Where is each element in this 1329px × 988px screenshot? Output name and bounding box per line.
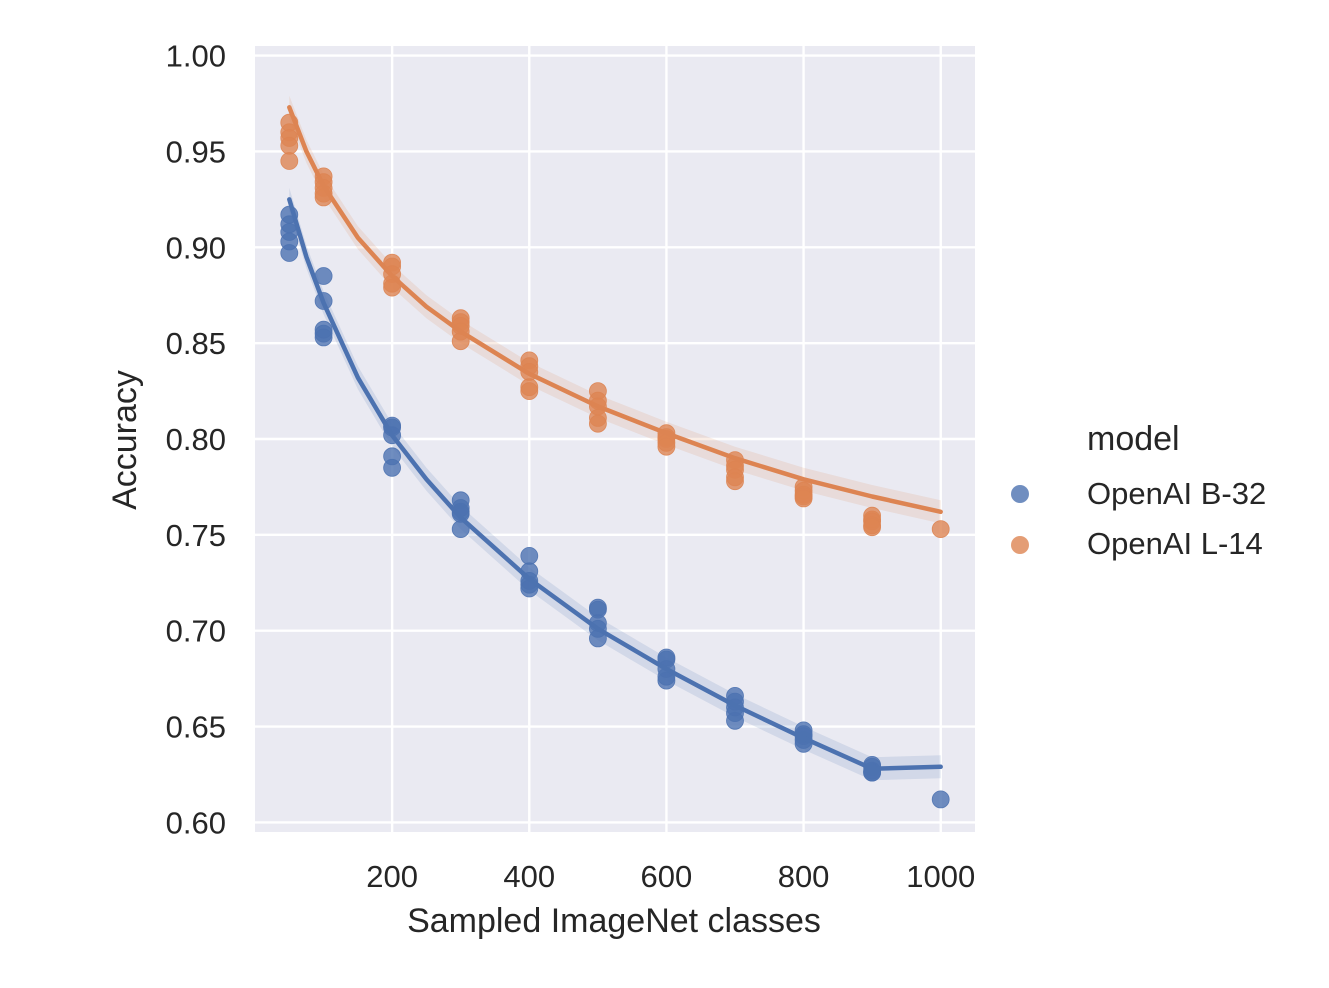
- point-openai-b-32-50: [931, 790, 950, 809]
- point-openai-l-14-14: [383, 278, 402, 297]
- y-tick-label-0.65: 0.65: [166, 710, 226, 745]
- point-openai-b-32-4: [280, 244, 299, 262]
- x-tick-labels: 200 400 600 800 1000: [366, 859, 975, 894]
- point-openai-l-14-44: [794, 489, 813, 508]
- y-axis-label: Accuracy: [106, 370, 144, 510]
- y-tick-label-0.75: 0.75: [166, 518, 226, 553]
- x-tick-label-1000: 1000: [906, 859, 975, 894]
- y-tick-label-0.70: 0.70: [166, 614, 226, 649]
- point-openai-l-14-3: [280, 136, 299, 155]
- x-tick-label-600: 600: [641, 859, 693, 894]
- x-tick-label-200: 200: [366, 859, 418, 894]
- point-openai-l-14-29: [589, 414, 607, 433]
- y-tick-labels: 0.60 0.65 0.70 0.75 0.80 0.85 0.90 0.95 1.00: [166, 39, 226, 841]
- x-axis-label: Sampled ImageNet classes: [407, 902, 821, 940]
- legend-title: model: [1087, 420, 1180, 458]
- point-openai-l-14-34: [657, 437, 676, 456]
- point-openai-b-32-9: [314, 328, 333, 347]
- point-openai-l-14-24: [520, 382, 539, 401]
- point-openai-b-32-14: [383, 458, 402, 477]
- legend-marker-openai-l-14: [1011, 536, 1029, 554]
- fit-line-openai-l-14: [287, 105, 943, 515]
- point-openai-l-14-49: [863, 518, 881, 537]
- y-tick-label-0.90: 0.90: [166, 230, 226, 265]
- point-openai-l-14-4: [280, 152, 299, 170]
- fit-lines: [287, 105, 943, 771]
- x-tick-label-800: 800: [778, 859, 830, 894]
- point-openai-b-32-34: [657, 671, 676, 690]
- legend-label-openai-l-14: OpenAI L-14: [1087, 526, 1263, 561]
- x-tick-label-400: 400: [503, 859, 555, 894]
- fit-bands: [289, 95, 941, 781]
- legend: model OpenAI B-32 OpenAI L-14: [1011, 420, 1266, 561]
- y-tick-label-0.80: 0.80: [166, 422, 226, 457]
- point-openai-l-14-39: [726, 472, 744, 491]
- y-tick-label-0.85: 0.85: [166, 326, 226, 361]
- y-tick-label-0.60: 0.60: [166, 805, 226, 840]
- fit-band-openai-l-14: [289, 95, 941, 524]
- point-openai-l-14-50: [931, 520, 950, 538]
- point-openai-b-32-20: [520, 547, 539, 565]
- point-openai-b-32-39: [726, 711, 744, 730]
- fit-line-openai-b-32: [287, 197, 943, 771]
- legend-marker-openai-b-32: [1011, 485, 1029, 503]
- y-tick-label-0.95: 0.95: [166, 134, 226, 169]
- y-tick-label-1.00: 1.00: [166, 39, 226, 74]
- legend-label-openai-b-32: OpenAI B-32: [1087, 476, 1266, 511]
